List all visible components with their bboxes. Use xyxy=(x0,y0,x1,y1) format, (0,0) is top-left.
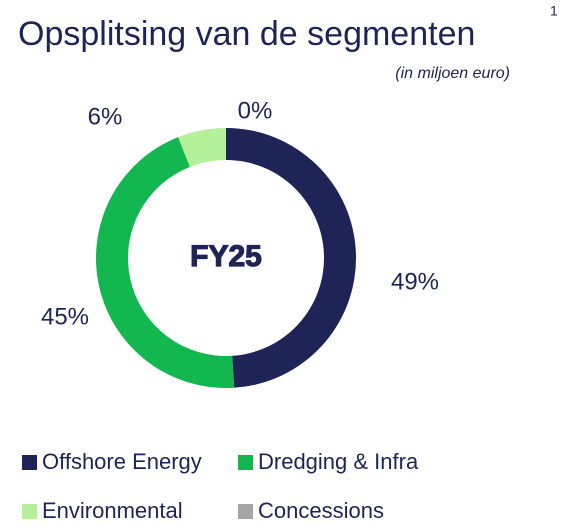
data-label: 49% xyxy=(391,268,439,295)
title-note: 1 xyxy=(550,3,558,19)
legend-swatch xyxy=(22,504,37,519)
legend-swatch xyxy=(238,455,253,470)
legend-label: Concessions xyxy=(258,498,384,523)
donut-segment xyxy=(226,128,357,388)
legend-label: Dredging & Infra xyxy=(258,449,419,474)
data-label: 45% xyxy=(41,303,89,330)
legend-label: Environmental xyxy=(42,498,183,523)
donut-segment xyxy=(178,128,226,167)
chart-title: Opsplitsing van de segmenten xyxy=(18,15,475,53)
center-label: FY25 xyxy=(190,240,262,273)
legend-swatch xyxy=(22,455,37,470)
legend-swatch xyxy=(238,504,253,519)
chart-subtitle: (in miljoen euro) xyxy=(395,65,510,82)
donut-segment xyxy=(95,137,235,388)
data-label: 6% xyxy=(88,103,123,130)
data-label: 0% xyxy=(238,97,273,124)
legend-label: Offshore Energy xyxy=(42,449,202,474)
